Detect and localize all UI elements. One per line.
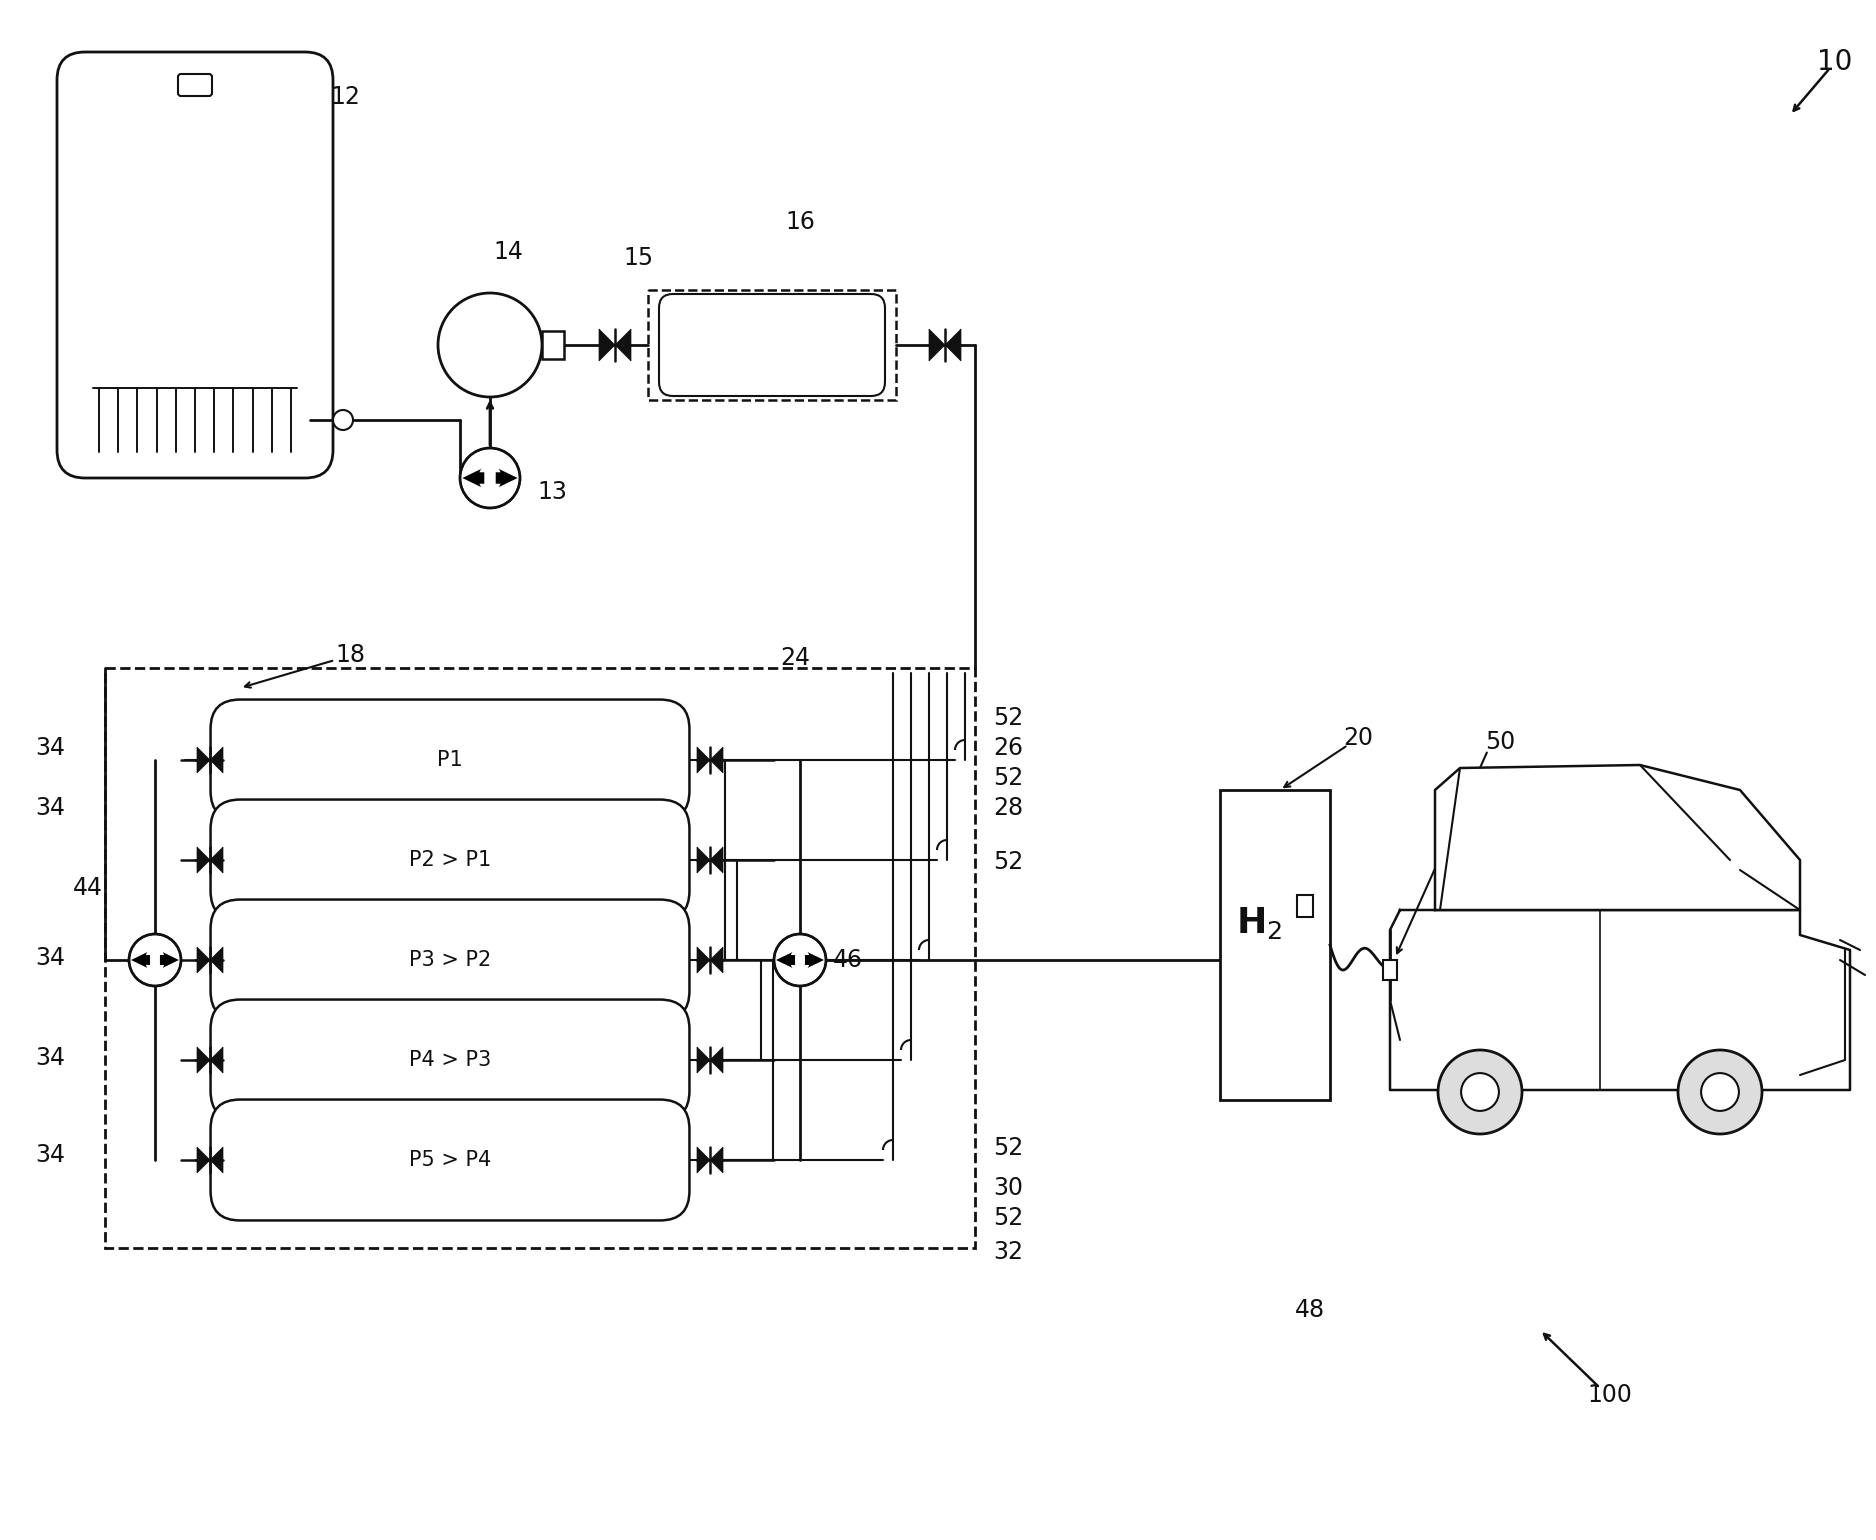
Circle shape [1461, 1073, 1499, 1110]
Polygon shape [1390, 910, 1850, 1090]
Bar [1383, 959, 1398, 979]
Text: H$_2$: H$_2$ [1236, 906, 1283, 941]
Polygon shape [131, 950, 150, 969]
Text: 100: 100 [1587, 1383, 1632, 1408]
Polygon shape [709, 1147, 722, 1173]
Text: 46: 46 [833, 949, 863, 972]
Polygon shape [698, 847, 709, 873]
Polygon shape [210, 1147, 223, 1173]
Polygon shape [210, 847, 223, 873]
Text: P4 > P3: P4 > P3 [409, 1050, 492, 1070]
Text: P5 > P4: P5 > P4 [409, 1150, 492, 1170]
Bar [542, 331, 565, 359]
Polygon shape [792, 936, 809, 955]
Text: 30: 30 [992, 1177, 1022, 1200]
Circle shape [460, 448, 520, 508]
Text: 34: 34 [36, 736, 66, 761]
Text: 52: 52 [992, 1206, 1022, 1230]
Polygon shape [210, 947, 223, 973]
Text: P1: P1 [437, 750, 463, 770]
Bar [647, 290, 897, 400]
Polygon shape [480, 450, 501, 473]
Text: 52: 52 [992, 765, 1022, 790]
FancyBboxPatch shape [658, 294, 885, 396]
Polygon shape [197, 1147, 210, 1173]
Text: 18: 18 [336, 644, 366, 667]
Circle shape [129, 933, 180, 986]
Circle shape [775, 933, 825, 986]
Polygon shape [159, 950, 178, 969]
Polygon shape [598, 330, 615, 360]
Polygon shape [946, 330, 961, 360]
Text: P2 > P1: P2 > P1 [409, 850, 492, 870]
Circle shape [437, 293, 542, 397]
Bar [105, 668, 976, 1247]
Polygon shape [615, 330, 630, 360]
Polygon shape [146, 936, 165, 955]
Polygon shape [709, 947, 722, 973]
Text: P3 > P2: P3 > P2 [409, 950, 492, 970]
FancyBboxPatch shape [210, 899, 690, 1021]
Polygon shape [698, 947, 709, 973]
Text: 32: 32 [992, 1240, 1022, 1264]
Text: 15: 15 [623, 246, 653, 270]
Polygon shape [146, 966, 165, 984]
Circle shape [1439, 1050, 1521, 1133]
Polygon shape [777, 950, 795, 969]
Polygon shape [197, 847, 210, 873]
FancyBboxPatch shape [210, 1100, 690, 1220]
Text: 26: 26 [992, 736, 1022, 761]
Polygon shape [709, 747, 722, 773]
Text: 24: 24 [780, 645, 810, 670]
Text: 16: 16 [784, 209, 814, 234]
Text: 28: 28 [992, 796, 1022, 819]
FancyBboxPatch shape [210, 999, 690, 1121]
Polygon shape [480, 484, 501, 505]
Text: 12: 12 [330, 85, 360, 109]
Polygon shape [792, 966, 809, 984]
Polygon shape [709, 1047, 722, 1073]
Polygon shape [197, 747, 210, 773]
Polygon shape [210, 747, 223, 773]
Text: 52: 52 [992, 705, 1022, 730]
FancyBboxPatch shape [210, 799, 690, 921]
Text: 34: 34 [36, 1143, 66, 1167]
Polygon shape [1435, 765, 1799, 910]
Text: 13: 13 [537, 480, 567, 504]
Circle shape [1702, 1073, 1739, 1110]
Text: 34: 34 [36, 796, 66, 819]
Text: 20: 20 [1343, 725, 1373, 750]
Polygon shape [495, 468, 518, 488]
Text: 10: 10 [1818, 48, 1853, 75]
FancyBboxPatch shape [178, 74, 212, 95]
Text: 34: 34 [36, 946, 66, 970]
Polygon shape [709, 847, 722, 873]
FancyBboxPatch shape [210, 699, 690, 821]
Polygon shape [210, 1047, 223, 1073]
Text: 48: 48 [1294, 1298, 1324, 1321]
Polygon shape [805, 950, 824, 969]
Polygon shape [929, 330, 946, 360]
Polygon shape [698, 747, 709, 773]
Circle shape [1677, 1050, 1762, 1133]
Text: 50: 50 [1486, 730, 1516, 755]
Text: 44: 44 [73, 876, 103, 899]
Polygon shape [197, 947, 210, 973]
Text: 52: 52 [992, 850, 1022, 875]
Circle shape [334, 410, 353, 430]
Bar [1219, 790, 1330, 1100]
Polygon shape [698, 1147, 709, 1173]
Text: 14: 14 [493, 240, 523, 263]
Text: 34: 34 [36, 1046, 66, 1070]
Polygon shape [461, 468, 484, 488]
Polygon shape [698, 1047, 709, 1073]
Bar [1296, 895, 1313, 918]
FancyBboxPatch shape [56, 52, 334, 477]
Polygon shape [197, 1047, 210, 1073]
Text: 52: 52 [992, 1137, 1022, 1160]
